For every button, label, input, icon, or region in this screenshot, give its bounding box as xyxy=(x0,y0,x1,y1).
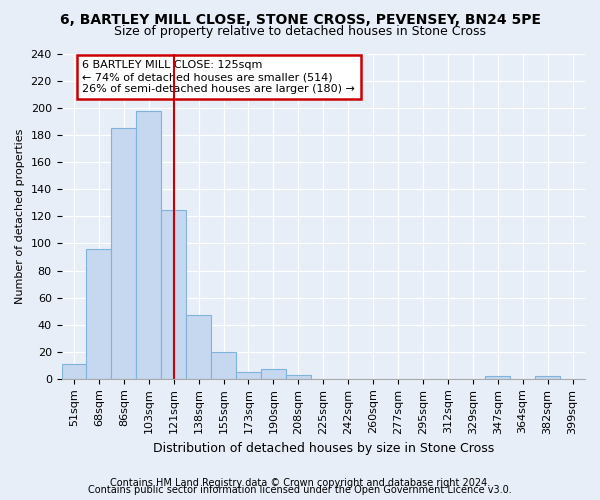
Text: 6, BARTLEY MILL CLOSE, STONE CROSS, PEVENSEY, BN24 5PE: 6, BARTLEY MILL CLOSE, STONE CROSS, PEVE… xyxy=(59,12,541,26)
Bar xyxy=(86,249,112,379)
X-axis label: Distribution of detached houses by size in Stone Cross: Distribution of detached houses by size … xyxy=(152,442,494,455)
Text: 6 BARTLEY MILL CLOSE: 125sqm
← 74% of detached houses are smaller (514)
26% of s: 6 BARTLEY MILL CLOSE: 125sqm ← 74% of de… xyxy=(82,60,355,94)
Bar xyxy=(161,210,186,379)
Text: Size of property relative to detached houses in Stone Cross: Size of property relative to detached ho… xyxy=(114,25,486,38)
Bar xyxy=(236,372,261,379)
Text: Contains public sector information licensed under the Open Government Licence v3: Contains public sector information licen… xyxy=(88,485,512,495)
Bar xyxy=(136,111,161,379)
Bar xyxy=(286,375,311,379)
Bar xyxy=(186,315,211,379)
Bar xyxy=(112,128,136,379)
Bar xyxy=(211,352,236,379)
Bar xyxy=(62,364,86,379)
Bar xyxy=(485,376,510,379)
Text: Contains HM Land Registry data © Crown copyright and database right 2024.: Contains HM Land Registry data © Crown c… xyxy=(110,478,490,488)
Y-axis label: Number of detached properties: Number of detached properties xyxy=(15,128,25,304)
Bar xyxy=(535,376,560,379)
Bar xyxy=(261,370,286,379)
